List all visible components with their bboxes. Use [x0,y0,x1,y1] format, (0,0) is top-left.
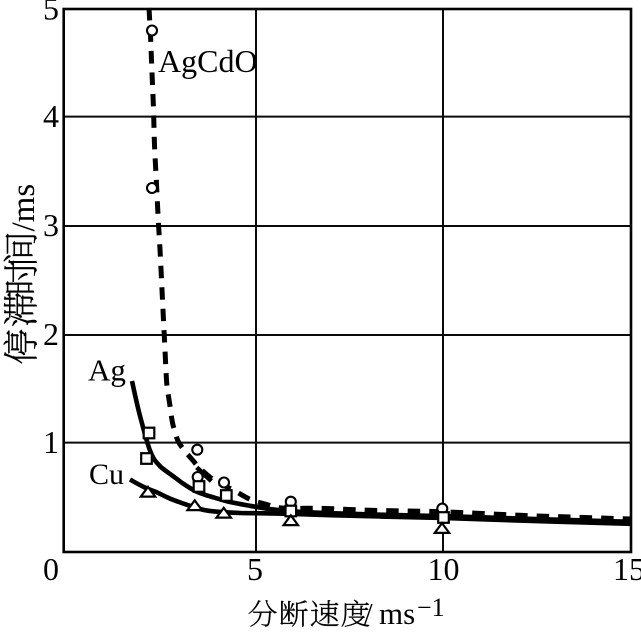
svg-text:−1: −1 [417,593,445,622]
svg-text:/: / [364,596,373,631]
svg-text:0: 0 [43,551,59,587]
svg-text:ms: ms [379,596,415,631]
svg-text:5: 5 [43,0,59,27]
svg-text:AgCdO: AgCdO [158,43,258,79]
svg-text:15: 15 [613,551,641,587]
svg-text:Cu: Cu [89,458,124,491]
svg-text:1: 1 [43,424,59,460]
svg-text:2: 2 [43,316,59,352]
svg-text:4: 4 [43,98,59,134]
svg-text:3: 3 [43,207,59,243]
svg-text:/ms: /ms [6,184,42,232]
svg-text:10: 10 [428,551,460,587]
svg-text:5: 5 [247,551,263,587]
svg-text:Ag: Ag [88,353,126,388]
